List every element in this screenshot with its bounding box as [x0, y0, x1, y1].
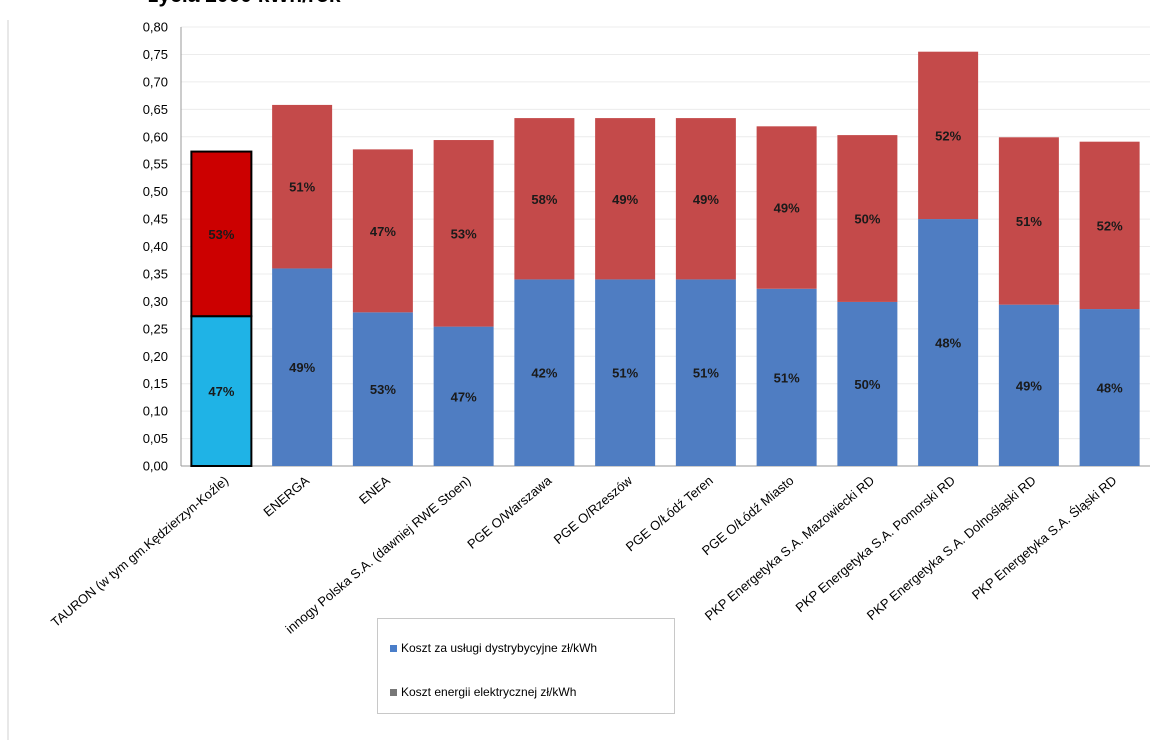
data-label-energy: 51% [1016, 214, 1042, 229]
data-label-energy: 51% [289, 180, 315, 195]
chart-title: życia 2000 kWh/rok [148, 0, 341, 8]
bar-energy [1079, 141, 1140, 310]
x-tick-label: innogy Polska S.A. (dawniej RWE Stoen) [283, 473, 474, 637]
y-tick-label: 0,45 [143, 212, 168, 227]
data-label-distribution: 50% [854, 377, 880, 392]
bar-distribution [1079, 309, 1140, 466]
chart-legend: Koszt za usługi dystrybycyjne zł/kWh Kos… [377, 618, 675, 714]
x-tick-label: ENERGA [260, 473, 312, 520]
bar-energy [433, 140, 494, 327]
data-label-distribution: 51% [774, 370, 800, 385]
x-tick-label: PGE O/Warszawa [464, 472, 555, 551]
x-tick-label: PGE O/Rzeszów [551, 472, 636, 547]
bar-energy [675, 118, 736, 280]
legend-item-distribution: Koszt za usługi dystrybycyjne zł/kWh [390, 641, 597, 655]
data-label-energy: 49% [612, 192, 638, 207]
data-label-distribution: 49% [1016, 378, 1042, 393]
y-tick-label: 0,70 [143, 74, 168, 89]
x-tick-label: PKP Energetyka S.A. Mazowiecki RD [702, 473, 878, 624]
bar-distribution [352, 312, 413, 466]
y-tick-label: 0,50 [143, 184, 168, 199]
x-tick-label: PKP Energetyka S.A. Śląski RD [969, 473, 1120, 603]
bar-distribution [433, 326, 494, 466]
legend-label-energy: Koszt energii elektrycznej zł/kWh [401, 685, 577, 699]
y-tick-label: 0,55 [143, 157, 168, 172]
y-tick-label: 0,25 [143, 321, 168, 336]
data-label-energy: 49% [693, 192, 719, 207]
data-label-energy: 58% [531, 192, 557, 207]
data-label-energy: 47% [370, 224, 396, 239]
bar-energy [272, 104, 333, 269]
data-label-energy: 52% [1097, 218, 1123, 233]
y-tick-label: 0,35 [143, 266, 168, 281]
bar-distribution [998, 304, 1059, 466]
bar-energy [514, 118, 575, 280]
data-label-energy: 53% [208, 227, 234, 242]
data-label-distribution: 51% [612, 366, 638, 381]
x-tick-label: TAURON (w tym gm.Kędzierzyn-Koźle) [48, 473, 231, 630]
bar-distribution [918, 219, 979, 466]
y-tick-label: 0,00 [143, 459, 168, 474]
bar-distribution [272, 268, 333, 466]
bar-energy [756, 126, 817, 289]
y-tick-label: 0,80 [143, 20, 168, 35]
x-tick-label: ENEA [356, 473, 393, 507]
data-label-energy: 49% [774, 201, 800, 216]
legend-label-distribution: Koszt za usługi dystrybycyjne zł/kWh [401, 641, 598, 655]
data-label-distribution: 42% [531, 366, 557, 381]
bar-energy [352, 149, 413, 313]
y-tick-label: 0,15 [143, 376, 168, 391]
bar-energy [190, 150, 253, 318]
bar-distribution [756, 288, 817, 466]
x-tick-label: PGE O/Łódź Teren [623, 473, 716, 554]
data-label-distribution: 48% [1097, 381, 1123, 396]
bar-distribution [190, 315, 253, 467]
y-tick-label: 0,05 [143, 431, 168, 446]
x-tick-label: PKP Energetyka S.A. Pomorski RD [793, 473, 959, 615]
legend-swatch-energy [390, 688, 397, 696]
y-tick-label: 0,60 [143, 129, 168, 144]
bar-energy [998, 137, 1059, 305]
y-tick-label: 0,40 [143, 239, 168, 254]
x-tick-label: PKP Energetyka S.A. Dolnośląski RD [864, 473, 1039, 623]
y-tick-label: 0,75 [143, 47, 168, 62]
data-label-distribution: 47% [208, 384, 234, 399]
bar-energy [837, 135, 898, 302]
bar-distribution [675, 279, 736, 466]
legend-swatch-distribution [390, 644, 397, 652]
y-tick-label: 0,30 [143, 294, 168, 309]
data-label-distribution: 53% [370, 382, 396, 397]
y-tick-label: 0,10 [143, 404, 168, 419]
data-label-distribution: 48% [935, 336, 961, 351]
data-label-distribution: 47% [451, 389, 477, 404]
y-tick-label: 0,20 [143, 349, 168, 364]
data-label-energy: 52% [935, 128, 961, 143]
bar-energy [595, 118, 656, 280]
bar-distribution [514, 279, 575, 466]
bar-distribution [595, 279, 656, 466]
data-label-distribution: 51% [693, 366, 719, 381]
data-label-distribution: 49% [289, 360, 315, 375]
y-tick-label: 0,65 [143, 102, 168, 117]
data-label-energy: 53% [451, 226, 477, 241]
legend-item-energy: Koszt energii elektrycznej zł/kWh [390, 685, 576, 699]
data-label-energy: 50% [854, 212, 880, 227]
bar-distribution [837, 301, 898, 466]
bar-energy [918, 51, 979, 220]
